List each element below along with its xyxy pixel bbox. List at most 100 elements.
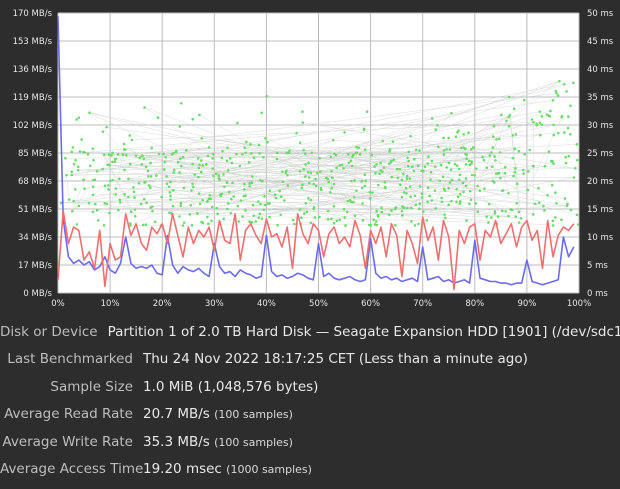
read-rate-label: Average Read Rate [4, 406, 133, 423]
access-time-point [150, 146, 154, 150]
access-time-point [167, 185, 171, 189]
access-time-point [459, 192, 462, 196]
access-time-point [190, 224, 194, 227]
access-time-point [555, 201, 558, 205]
access-time-point [481, 155, 484, 159]
access-time-point [569, 132, 572, 136]
access-time-point [205, 163, 208, 166]
access-time-point [326, 218, 330, 221]
access-time-point [179, 201, 183, 205]
y-tick-right: 25 ms [587, 149, 614, 159]
access-time-point [458, 200, 462, 203]
access-time-point [569, 208, 573, 212]
access-time-point [181, 155, 185, 159]
access-time-trace [408, 151, 503, 212]
access-time-point [222, 217, 226, 221]
x-tick: 60% [361, 299, 380, 309]
access-time-point [243, 188, 246, 191]
access-time-point [448, 148, 452, 151]
access-time-point [564, 161, 568, 165]
access-time-trace [73, 200, 259, 202]
access-time-point [276, 151, 279, 155]
access-time-trace [112, 161, 536, 204]
access-time-trace [84, 133, 297, 153]
access-time-trace [469, 160, 540, 203]
chart-svg: 0 MB/s 17 MB/s 34 MB/s 51 MB/s 68 MB/s 85 MB/… [13, 9, 614, 309]
access-time-trace [62, 202, 218, 215]
access-time-point [145, 201, 148, 205]
access-time-point [95, 169, 99, 173]
access-time-trace [334, 153, 578, 216]
access-time-point [392, 158, 396, 161]
access-time-point [257, 143, 261, 147]
access-time-trace [169, 118, 433, 213]
access-time-point [552, 133, 556, 137]
access-time-point [128, 134, 132, 137]
access-time-point [456, 195, 460, 199]
access-time-point [286, 184, 290, 187]
access-time-point [400, 210, 404, 213]
access-time-point [549, 109, 552, 113]
access-time-point [470, 162, 473, 165]
y-tick-left: 0 MB/s [23, 289, 52, 299]
access-time-point [70, 173, 74, 177]
access-time-point [149, 175, 153, 178]
access-time-point [494, 159, 497, 162]
access-time-trace [347, 211, 396, 226]
access-time-point [303, 212, 306, 215]
access-time-point [490, 151, 493, 154]
x-tick: 50% [309, 299, 328, 309]
access-time-point [129, 224, 132, 227]
access-time-point [319, 170, 322, 173]
access-time-point [236, 121, 239, 125]
access-time-point [552, 162, 555, 165]
access-time-point [429, 170, 433, 174]
access-time-point [522, 98, 526, 102]
access-time-point [395, 167, 399, 171]
access-time-point [118, 201, 122, 204]
access-time-point [163, 160, 167, 164]
access-time-point [179, 101, 183, 105]
access-time-point [443, 189, 447, 192]
access-time-point [163, 168, 166, 171]
x-tick: 90% [517, 299, 536, 309]
access-time-point [301, 110, 304, 113]
access-time-point [281, 170, 284, 173]
access-time-point [302, 168, 306, 171]
access-time-point [493, 210, 497, 213]
access-time-point [147, 184, 151, 187]
access-time-point [300, 216, 303, 220]
access-time-point [107, 153, 111, 157]
access-time-point [465, 157, 468, 161]
access-time-point [199, 170, 203, 174]
access-time-point [226, 202, 230, 205]
access-time-point [388, 162, 391, 166]
access-time-point [318, 215, 321, 219]
access-time-point [495, 138, 498, 141]
y-tick-right: 5 ms [587, 261, 608, 271]
access-time-trace [513, 175, 568, 207]
access-time-point [517, 149, 521, 153]
access-time-point [374, 220, 378, 223]
access-time-point [363, 173, 367, 177]
access-time-point [550, 183, 554, 187]
access-time-point [404, 186, 408, 190]
access-time-trace [305, 153, 534, 215]
access-time-trace [391, 160, 485, 189]
access-time-point [420, 169, 424, 173]
access-time-point [143, 181, 146, 184]
access-time-trace [61, 192, 373, 204]
access-time-point [410, 220, 413, 223]
access-time-point [114, 157, 117, 161]
access-time-point [298, 208, 302, 211]
access-time-point [248, 220, 251, 223]
access-time-point [535, 123, 539, 127]
access-time-point [288, 149, 291, 152]
access-time-point [238, 164, 242, 168]
access-time-point [217, 174, 221, 177]
access-time-point [464, 184, 468, 188]
access-time-point [440, 200, 444, 204]
access-time-point [264, 137, 267, 140]
access-time-point [363, 148, 367, 151]
access-time-point [513, 171, 517, 174]
